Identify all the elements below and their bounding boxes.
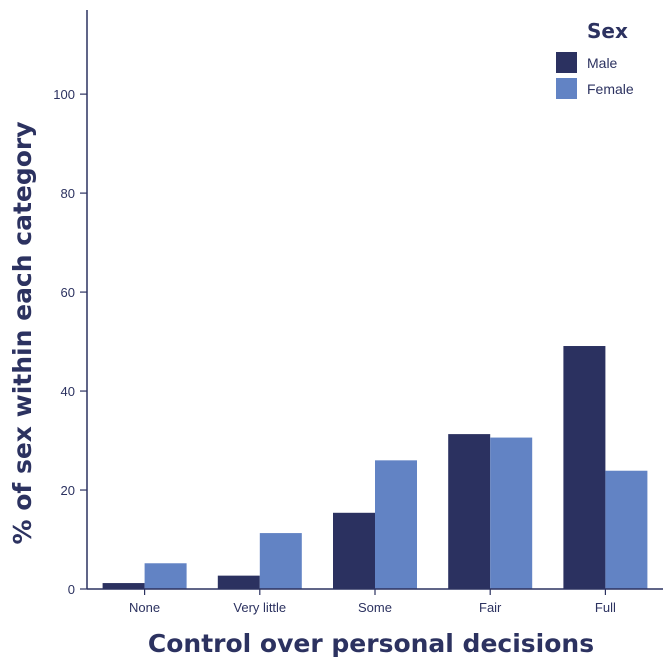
- bar-female-very-little: [259, 533, 302, 589]
- legend: Sex Male Female: [556, 19, 634, 99]
- x-ticks-group: None Very little Some Fair Full: [129, 589, 616, 615]
- y-tick-label: 100: [53, 87, 75, 102]
- bar-male-some: [333, 512, 375, 589]
- bar-male-none: [102, 583, 145, 589]
- y-tick-label: 20: [61, 483, 75, 498]
- legend-label-male: Male: [587, 55, 618, 71]
- bar-female-none: [144, 563, 187, 589]
- x-axis-title: Control over personal decisions: [148, 629, 594, 658]
- legend-title: Sex: [587, 19, 628, 43]
- bar-female-fair: [490, 437, 533, 589]
- bar-male-fair: [448, 434, 491, 589]
- legend-swatch-female: [556, 78, 577, 99]
- y-tick-label: 40: [61, 384, 75, 399]
- x-tick-label: Some: [358, 600, 392, 615]
- legend-label-female: Female: [587, 81, 634, 97]
- bar-male-very-little: [217, 575, 260, 589]
- x-tick-label: Very little: [233, 600, 286, 615]
- bar-female-full: [605, 470, 648, 589]
- legend-swatch-male: [556, 52, 577, 73]
- y-tick-label: 0: [68, 582, 75, 597]
- x-tick-label: Full: [595, 600, 616, 615]
- y-axis-title: % of sex within each category: [8, 121, 37, 544]
- x-tick-label: Fair: [479, 600, 502, 615]
- bars-group: [102, 346, 648, 589]
- x-tick-label: None: [129, 600, 160, 615]
- y-tick-label: 60: [61, 285, 75, 300]
- bar-male-full: [563, 346, 606, 589]
- y-ticks-group: 0 20 40 60 80 100: [53, 87, 87, 597]
- y-tick-label: 80: [61, 186, 75, 201]
- bar-female-some: [375, 460, 417, 589]
